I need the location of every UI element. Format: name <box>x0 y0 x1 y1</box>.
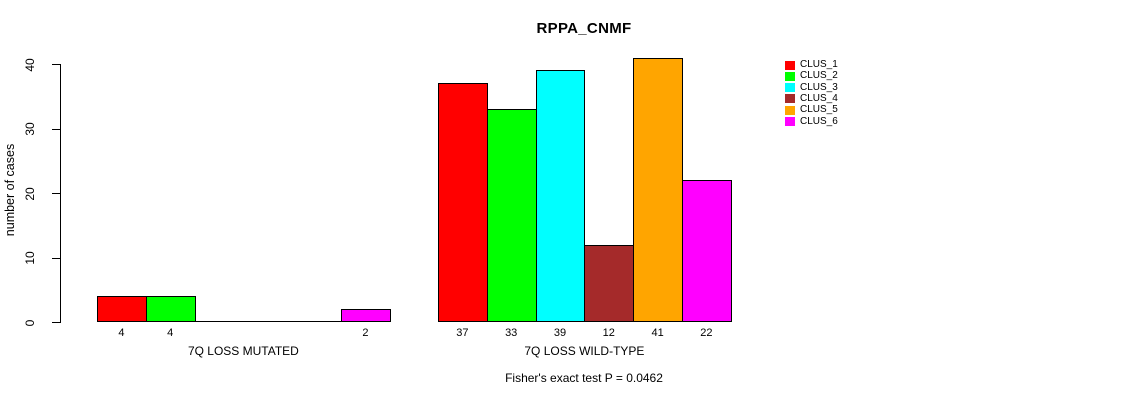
legend-color-swatch <box>785 94 795 104</box>
bar-value-label: 39 <box>553 327 567 339</box>
bar-clus_6-group2 <box>682 180 732 322</box>
x-group-label: 7Q LOSS WILD-TYPE <box>524 344 645 358</box>
legend-color-swatch <box>785 60 795 70</box>
chart-title: RPPA_CNMF <box>536 20 632 37</box>
bar-clus_6-group1 <box>341 309 391 322</box>
legend-item-clus_1: CLUS_1 <box>785 60 838 70</box>
legend-item-clus_6: CLUS_6 <box>785 115 838 127</box>
legend-color-swatch <box>785 71 795 81</box>
legend-label: CLUS_6 <box>800 115 838 127</box>
bar-clus_5-group1-zero <box>292 321 342 322</box>
legend-item-clus_2: CLUS_2 <box>785 71 838 81</box>
bar-clus_2-group2 <box>486 109 537 322</box>
fisher-test-annotation: Fisher's exact test P = 0.0462 <box>505 371 663 385</box>
y-tick-label: 10 <box>23 251 37 265</box>
bar-clus_5-group2 <box>633 57 683 322</box>
legend-label: CLUS_4 <box>800 92 838 104</box>
legend-item-clus_4: CLUS_4 <box>785 92 838 104</box>
legend-item-clus_5: CLUS_5 <box>785 105 838 115</box>
y-tick-label: 30 <box>23 122 37 136</box>
bar-value-label: 2 <box>362 327 369 339</box>
bar-value-label: 22 <box>700 327 713 339</box>
y-axis-tick <box>52 128 60 130</box>
legend-color-swatch <box>785 105 795 115</box>
bar-value-label: 4 <box>118 327 125 339</box>
y-tick-label: 40 <box>23 57 37 72</box>
legend-label: CLUS_2 <box>800 70 838 82</box>
y-tick-label: 20 <box>23 186 37 201</box>
bar-clus_4-group1-zero <box>243 321 294 322</box>
bar-clus_3-group2 <box>535 70 586 322</box>
y-axis-tick <box>52 193 60 194</box>
bar-clus_4-group2 <box>584 244 635 322</box>
y-tick-label: 0 <box>23 319 37 326</box>
y-axis-line <box>60 64 61 323</box>
bar-value-label: 37 <box>456 327 469 339</box>
bar-clus_1-group2 <box>438 83 488 322</box>
legend-label: CLUS_1 <box>800 59 838 70</box>
x-group-label: 7Q LOSS MUTATED <box>187 344 299 358</box>
bar-clus_3-group1-zero <box>194 321 245 322</box>
bar-clus_2-group1 <box>145 296 196 322</box>
y-axis-label: number of cases <box>3 143 17 237</box>
y-axis-tick <box>52 322 60 323</box>
legend-color-swatch <box>785 117 795 126</box>
legend-label: CLUS_5 <box>800 104 838 116</box>
legend-label: CLUS_3 <box>800 81 838 93</box>
legend-item-clus_3: CLUS_3 <box>785 81 838 93</box>
bar-value-label: 33 <box>505 327 518 339</box>
legend-color-swatch <box>785 83 795 93</box>
bar-value-label: 4 <box>167 327 174 339</box>
bar-clus_1-group1 <box>97 296 147 322</box>
bar-value-label: 12 <box>602 327 615 339</box>
y-axis-tick <box>52 257 60 259</box>
bar-value-label: 41 <box>651 327 664 339</box>
y-axis-tick <box>52 64 60 65</box>
